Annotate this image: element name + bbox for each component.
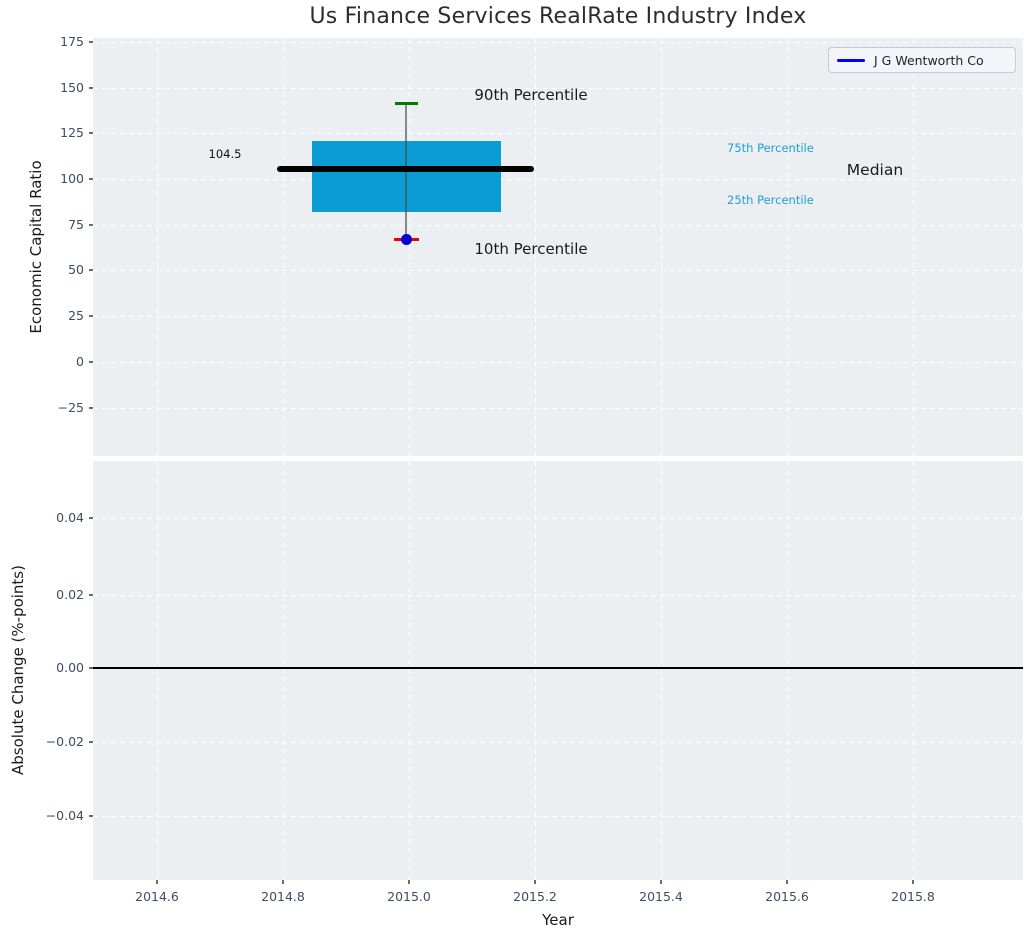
- xtick: 2015.6: [765, 889, 809, 904]
- gridline-v: [787, 38, 789, 456]
- x-axis-label: Year: [542, 911, 574, 929]
- tick-mark: [89, 741, 93, 743]
- ytick-top: 125: [60, 125, 84, 140]
- gridline-v: [535, 38, 537, 456]
- bottom-y-axis-label: Absolute Change (%-points): [9, 565, 27, 775]
- gridline-h: [93, 518, 1023, 520]
- gridline-v: [913, 461, 915, 880]
- gridline-h: [93, 408, 1023, 410]
- tick-mark: [89, 594, 93, 596]
- ytick-top: 50: [68, 262, 84, 277]
- tick-mark: [89, 41, 93, 43]
- tick-mark: [660, 880, 662, 884]
- median-label: Median: [846, 161, 904, 179]
- gridline-h: [93, 816, 1023, 818]
- gridline-h: [93, 42, 1023, 44]
- tick-mark: [89, 178, 93, 180]
- tick-mark: [786, 880, 788, 884]
- chart-title: Us Finance Services RealRate Industry In…: [309, 4, 807, 29]
- ytick-bottom: 0.04: [56, 510, 84, 525]
- tick-mark: [89, 315, 93, 317]
- gridline-v: [661, 461, 663, 880]
- p90-label: 90th Percentile: [474, 86, 588, 104]
- p75-label: 75th Percentile: [727, 141, 814, 155]
- xtick: 2014.6: [135, 889, 179, 904]
- tick-mark: [408, 880, 410, 884]
- tick-mark: [156, 880, 158, 884]
- gridline-h: [93, 225, 1023, 227]
- ytick-bottom: 0.00: [56, 660, 84, 675]
- ytick-top: 75: [68, 217, 84, 232]
- top-axes: 104.5 90th Percentile 75th Percentile Me…: [93, 38, 1023, 456]
- gridline-h: [93, 270, 1023, 272]
- xtick: 2015.2: [513, 889, 557, 904]
- tick-mark: [89, 132, 93, 134]
- whisker-line: [405, 104, 407, 240]
- gridline-h: [93, 595, 1023, 597]
- xtick: 2015.8: [891, 889, 935, 904]
- gridline-v: [913, 38, 915, 456]
- p25-label: 25th Percentile: [727, 193, 814, 207]
- zero-line: [93, 666, 1023, 669]
- bottom-axes: [93, 461, 1023, 880]
- ytick-top: 175: [60, 34, 84, 49]
- tick-mark: [89, 815, 93, 817]
- tick-mark: [534, 880, 536, 884]
- xtick: 2014.8: [261, 889, 305, 904]
- gridline-h: [93, 742, 1023, 744]
- ytick-top: 150: [60, 80, 84, 95]
- tick-mark: [89, 407, 93, 409]
- gridline-v: [409, 38, 411, 456]
- gridline-h: [93, 133, 1023, 135]
- top-y-axis-label: Economic Capital Ratio: [27, 160, 45, 334]
- median-value-label: 104.5: [208, 147, 242, 161]
- gridline-v: [787, 461, 789, 880]
- tick-mark: [89, 224, 93, 226]
- gridline-v: [409, 461, 411, 880]
- xtick: 2015.0: [387, 889, 431, 904]
- gridline-h: [93, 316, 1023, 318]
- tick-mark: [912, 880, 914, 884]
- company-marker: [401, 233, 412, 245]
- tick-mark: [89, 269, 93, 271]
- gridline-h: [93, 88, 1023, 90]
- gridline-v: [661, 38, 663, 456]
- median-line: [277, 166, 534, 172]
- ytick-top: 0: [76, 354, 84, 369]
- legend: J G Wentworth Co: [828, 47, 1016, 73]
- gridline-v: [157, 461, 159, 880]
- legend-label: J G Wentworth Co: [874, 52, 984, 68]
- ytick-bottom: 0.02: [56, 587, 84, 602]
- tick-mark: [282, 880, 284, 884]
- gridline-h: [93, 179, 1023, 181]
- ytick-top: 100: [60, 171, 84, 186]
- tick-mark: [89, 87, 93, 89]
- gridline-v: [283, 38, 285, 456]
- tick-mark: [89, 517, 93, 519]
- ytick-bottom: −0.02: [45, 734, 84, 749]
- gridline-h: [93, 362, 1023, 364]
- ytick-top: −25: [57, 400, 84, 415]
- p10-label: 10th Percentile: [474, 240, 588, 258]
- tick-mark: [89, 667, 93, 669]
- gridline-v: [283, 461, 285, 880]
- ytick-bottom: −0.04: [45, 808, 84, 823]
- p90-cap: [395, 102, 418, 106]
- tick-mark: [89, 361, 93, 363]
- gridline-v: [535, 461, 537, 880]
- gridline-v: [157, 38, 159, 456]
- ytick-top: 25: [68, 308, 84, 323]
- xtick: 2015.4: [639, 889, 683, 904]
- legend-line-swatch: [837, 58, 865, 62]
